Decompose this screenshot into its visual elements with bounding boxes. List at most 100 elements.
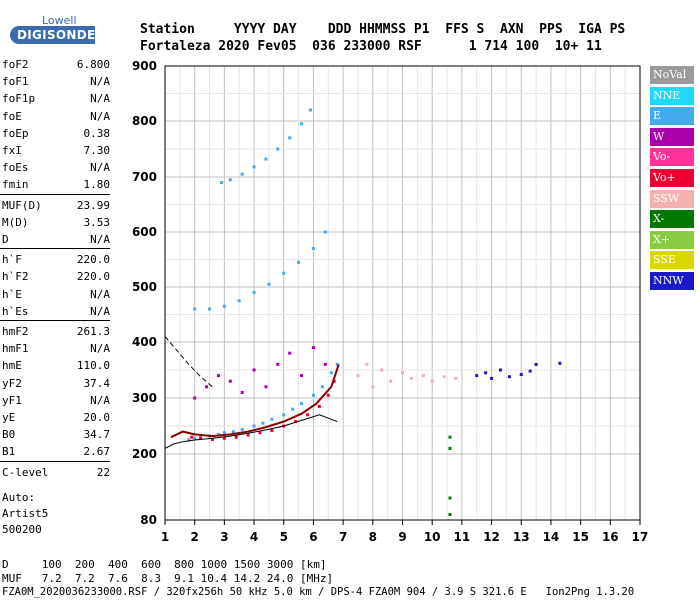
param-value: 0.38 <box>83 126 111 140</box>
data-point <box>498 368 502 372</box>
param-label: yF1 <box>2 393 22 407</box>
data-point <box>311 247 315 250</box>
param-label: fxI <box>2 144 22 157</box>
param-row: foF1p N/A <box>2 92 110 108</box>
param-label: C-level <box>2 465 49 479</box>
data-point <box>326 393 330 397</box>
x-tick-label: 4 <box>250 530 258 544</box>
x-tick-label: 1 <box>161 530 169 544</box>
x-tick-label: 5 <box>280 530 288 544</box>
data-point <box>365 362 369 366</box>
legend-item: X+ <box>650 230 694 249</box>
param-row: fmin 1.80 <box>2 178 110 194</box>
param-value: 220.0 <box>76 253 110 267</box>
lowell-digisonde-logo: Lowell DIGISONDE <box>8 8 128 44</box>
param-value: 7.30 <box>83 144 111 157</box>
data-point <box>208 307 212 311</box>
x-tick-label: 10 <box>424 530 441 544</box>
plot-frame <box>164 65 641 521</box>
extrapolated-topside-curve <box>164 336 213 388</box>
data-point <box>270 417 274 421</box>
data-point <box>267 282 271 286</box>
data-point <box>323 230 327 234</box>
param-row: B0 34.7 <box>2 428 110 444</box>
y-tick-label: 800 <box>132 114 157 128</box>
x-tick-label: 11 <box>454 530 471 544</box>
footer-file-info: FZA0M_2020036233000.RSF / 320fx256h 50 k… <box>2 586 635 598</box>
param-label: foF2 <box>2 58 29 71</box>
legend-item: NoVal <box>650 66 694 84</box>
data-point <box>222 304 226 308</box>
param-label: hmE <box>2 359 22 373</box>
data-point <box>380 368 384 372</box>
data-point <box>193 307 197 311</box>
param-label: hmF2 <box>2 325 29 338</box>
data-point <box>389 379 393 383</box>
legend-item: SSE <box>650 251 694 270</box>
data-point <box>216 432 220 436</box>
param-value: 110.0 <box>76 359 110 373</box>
x-tick-label: 6 <box>309 530 317 544</box>
data-point <box>332 379 336 383</box>
model-profile-curve <box>164 414 338 449</box>
legend-item: W <box>650 127 694 146</box>
param-value: N/A <box>90 161 110 175</box>
data-point <box>231 430 235 434</box>
param-label: foF1p <box>2 92 36 106</box>
param-label: h`Es <box>2 304 29 318</box>
param-value: 6.800 <box>76 58 110 71</box>
param-row: fxI 7.30 <box>2 144 110 160</box>
param-row: foEs N/A <box>2 161 110 177</box>
param-value: N/A <box>90 233 110 246</box>
param-value: N/A <box>90 393 110 407</box>
data-point <box>288 136 292 140</box>
legend-item: SSW <box>650 189 694 208</box>
param-separator <box>0 460 110 462</box>
data-point <box>297 260 301 264</box>
param-label: h`F <box>2 253 22 267</box>
y-tick-label: 400 <box>132 335 157 349</box>
param-row: hmF1 N/A <box>2 342 110 358</box>
param-value: 20.0 <box>83 411 111 424</box>
auto-scaling-line: 500200 <box>2 522 42 536</box>
param-row: yE 20.0 <box>2 411 110 427</box>
y-tick-label: 700 <box>132 170 157 184</box>
param-separator <box>0 248 110 250</box>
param-value: 220.0 <box>76 270 110 284</box>
footer-muf-row: MUF 7.2 7.2 7.6 8.3 9.1 10.4 14.2 24.0 [… <box>2 572 334 585</box>
auto-scaling-line: Artist5 <box>2 506 49 520</box>
data-point <box>282 271 286 275</box>
data-point <box>270 428 274 432</box>
x-tick-label: 9 <box>398 530 406 544</box>
data-point <box>454 376 458 380</box>
param-row: hmF2 261.3 <box>2 325 110 341</box>
x-tick-label: 16 <box>602 530 619 544</box>
data-point <box>222 431 226 435</box>
param-label: MUF(D) <box>2 198 42 212</box>
footer-distance-row: D 100 200 400 600 800 1000 1500 3000 [km… <box>2 558 327 571</box>
data-point <box>199 436 203 440</box>
param-row: foF2 6.800 <box>2 58 110 74</box>
data-point <box>300 402 304 406</box>
data-point <box>534 362 538 366</box>
header-values: Fortaleza 2020 Fev05 036 233000 RSF 1 71… <box>140 39 602 54</box>
param-row: h`Es N/A <box>2 305 110 321</box>
data-point <box>308 108 312 112</box>
legend-item: Vo- <box>650 148 694 167</box>
data-point <box>484 371 488 375</box>
param-row: M(D) 3.53 <box>2 216 110 232</box>
x-tick-label: 17 <box>632 530 649 544</box>
data-point <box>288 351 292 355</box>
y-tick-label: 300 <box>132 391 157 405</box>
legend-item: NNW <box>650 272 694 290</box>
x-tick-label: 12 <box>483 530 500 544</box>
param-value: N/A <box>90 109 110 123</box>
param-row: C-level 22 <box>2 466 110 482</box>
x-tick-label: 2 <box>191 530 199 544</box>
data-point <box>258 431 262 435</box>
param-value: N/A <box>90 92 110 106</box>
data-point <box>264 157 268 161</box>
data-point <box>228 178 232 182</box>
legend-item: E <box>650 107 694 126</box>
